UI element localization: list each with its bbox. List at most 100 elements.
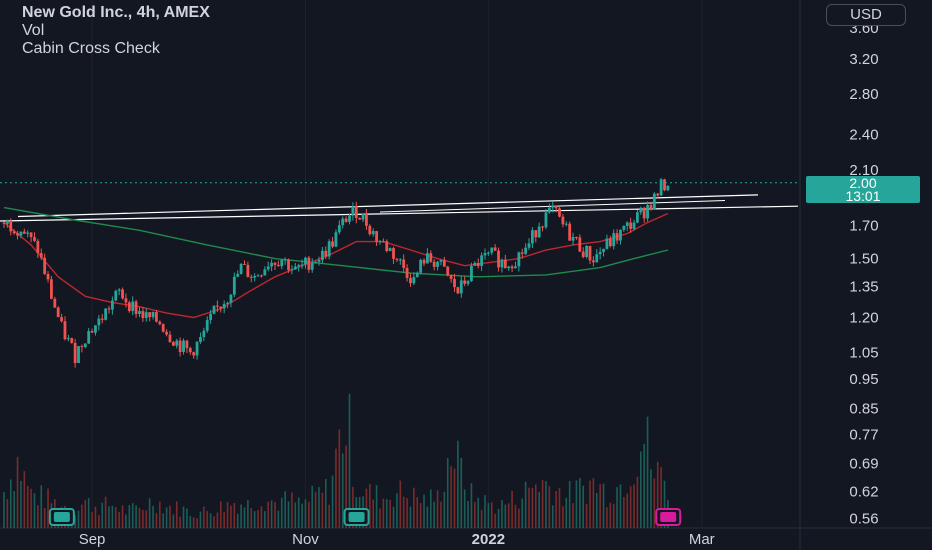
earnings-markers: [48, 508, 682, 526]
candle-body: [466, 281, 470, 284]
candle-body: [517, 252, 521, 267]
candle-body: [60, 317, 63, 322]
candle-body: [134, 301, 138, 314]
candle: [371, 228, 375, 237]
candle: [107, 305, 111, 314]
candle-body: [331, 241, 334, 247]
candle: [192, 351, 196, 359]
volume-bar: [389, 499, 391, 528]
volume-bar: [264, 511, 266, 528]
candle-body: [131, 301, 135, 312]
vol-indicator-label[interactable]: Vol: [22, 22, 45, 39]
time-axis[interactable]: Sep Nov 2022 Mar: [79, 531, 715, 548]
volume-bar: [429, 489, 432, 528]
volume-bar: [3, 492, 5, 528]
candle: [585, 245, 589, 259]
candle-body: [463, 280, 467, 284]
volume-bar: [463, 489, 466, 528]
candle: [148, 311, 152, 322]
candle: [646, 201, 649, 222]
candle-body: [541, 226, 544, 228]
candle: [541, 225, 544, 232]
candle: [456, 286, 460, 294]
candle-body: [497, 250, 500, 268]
volume-bar: [114, 507, 117, 528]
candle-body: [124, 298, 128, 303]
candle: [503, 254, 507, 269]
candle-body: [344, 218, 348, 222]
candle-body: [16, 233, 19, 236]
candle: [232, 272, 236, 298]
candle-body: [341, 218, 345, 226]
candle-body: [39, 253, 43, 258]
candle: [517, 251, 521, 272]
volume-bar: [572, 503, 574, 528]
candle-body: [307, 257, 311, 270]
volume-bar: [108, 506, 110, 528]
symbol-title[interactable]: New Gold Inc., 4h, AMEX: [22, 4, 210, 21]
candle-body: [287, 259, 290, 271]
volume-bar: [26, 486, 29, 528]
volume-bar: [551, 505, 554, 528]
candle: [46, 270, 50, 283]
candle: [361, 213, 365, 223]
candle-body: [490, 247, 494, 253]
candle-body: [537, 226, 541, 238]
volume-bar: [216, 512, 219, 528]
price-tick-label: 0.95: [849, 371, 878, 388]
candle-body: [564, 223, 568, 225]
currency-selector[interactable]: USD: [826, 4, 906, 26]
indicator-label[interactable]: Cabin Cross Check: [22, 40, 160, 57]
candle: [243, 260, 246, 265]
candle-body: [602, 248, 605, 252]
volume-bar: [619, 484, 622, 528]
candle-body: [507, 266, 511, 269]
volume-bar: [372, 499, 375, 528]
candle: [317, 256, 321, 266]
candle: [260, 274, 263, 278]
volume-bar: [385, 499, 388, 528]
candle-body: [19, 231, 23, 236]
candle-body: [493, 247, 497, 251]
volume-bar: [555, 491, 557, 528]
volume-bar: [589, 480, 591, 528]
volume-bar: [165, 507, 168, 528]
volume-bar: [30, 488, 32, 528]
volume-bar: [579, 478, 581, 528]
candle: [134, 299, 138, 318]
candle-body: [639, 207, 643, 213]
candle-body: [419, 259, 423, 273]
candle-body: [80, 346, 84, 348]
candle-body: [2, 222, 6, 224]
candle: [480, 252, 483, 271]
candle: [53, 296, 57, 309]
candle-body: [480, 255, 483, 266]
volume-bar: [274, 501, 276, 528]
volume-bar: [511, 490, 513, 528]
volume-bar: [626, 493, 629, 528]
candle: [80, 344, 84, 353]
candle-body: [605, 238, 609, 249]
candle-body: [646, 205, 649, 219]
volume-bar: [13, 491, 15, 528]
ma-slow: [3, 206, 669, 278]
candle-body: [436, 261, 439, 267]
volume-bar: [101, 502, 104, 528]
price-axis[interactable]: 3.603.202.802.402.101.701.501.351.201.05…: [849, 20, 878, 528]
candle: [331, 236, 334, 249]
candle-body: [558, 208, 561, 217]
earnings-marker: [48, 508, 75, 526]
volume-bar: [192, 517, 195, 528]
candle-body: [395, 258, 399, 260]
candle-body: [453, 278, 456, 288]
volume-bar: [152, 505, 154, 528]
last-price-value: 2.00: [849, 174, 877, 191]
volume-bar: [392, 506, 395, 528]
volume-bar: [277, 510, 280, 528]
candle: [439, 259, 443, 266]
volume-bar: [436, 490, 439, 528]
candle-body: [449, 275, 453, 279]
candle-body: [209, 313, 213, 321]
candle: [236, 270, 240, 278]
